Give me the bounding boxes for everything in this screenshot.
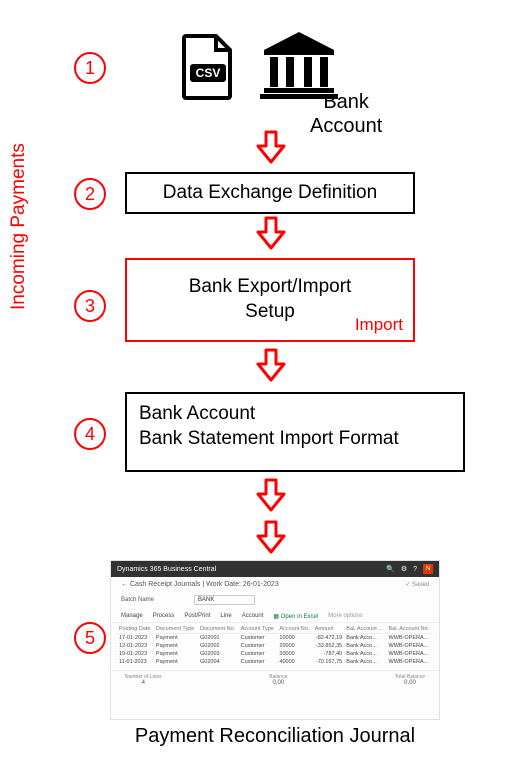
import-tag: Import	[355, 314, 403, 336]
box-bank-export-import: Bank Export/Import Setup Import	[125, 258, 415, 342]
app-header-icons: 🔍⚙? N	[386, 564, 433, 574]
arrow-1	[256, 130, 286, 164]
page-title: Cash Receipt Journals | Work Date: 26-01…	[130, 581, 279, 588]
step-3: 3	[74, 290, 106, 322]
step-5: 5	[74, 622, 106, 654]
journal-table: Posting DateDocument Type Document No.Ac…	[111, 623, 439, 668]
arrow-3	[256, 348, 286, 382]
arrow-4	[256, 478, 286, 512]
csv-file-icon: CSV	[180, 34, 236, 105]
app-name: Dynamics 365 Business Central	[117, 566, 216, 573]
app-screenshot: Dynamics 365 Business Central 🔍⚙? N ← Ca…	[110, 560, 440, 720]
side-label: Incoming Payments	[8, 143, 30, 310]
batch-label: Batch Name	[121, 597, 154, 603]
step-1: 1	[74, 52, 106, 84]
bank-account-label: Bank Account	[310, 90, 382, 138]
box-bank-statement-format: Bank Account Bank Statement Import Forma…	[125, 392, 465, 472]
batch-value: BANK	[194, 595, 255, 605]
footer-label: Payment Reconciliation Journal	[110, 725, 440, 748]
box-data-exchange: Data Exchange Definition	[125, 172, 415, 214]
toolbar-tabs: Manage Process Post/Print Line Account ▦…	[111, 611, 439, 623]
csv-badge-text: CSV	[196, 66, 221, 80]
arrow-2	[256, 216, 286, 250]
arrow-5	[256, 520, 286, 554]
step-4: 4	[74, 418, 106, 450]
table-footer: Number of Lines4 Balance0,00 Total Balan…	[111, 670, 439, 689]
step-2: 2	[74, 178, 106, 210]
saved-indicator: ✓ Saved	[405, 581, 429, 588]
